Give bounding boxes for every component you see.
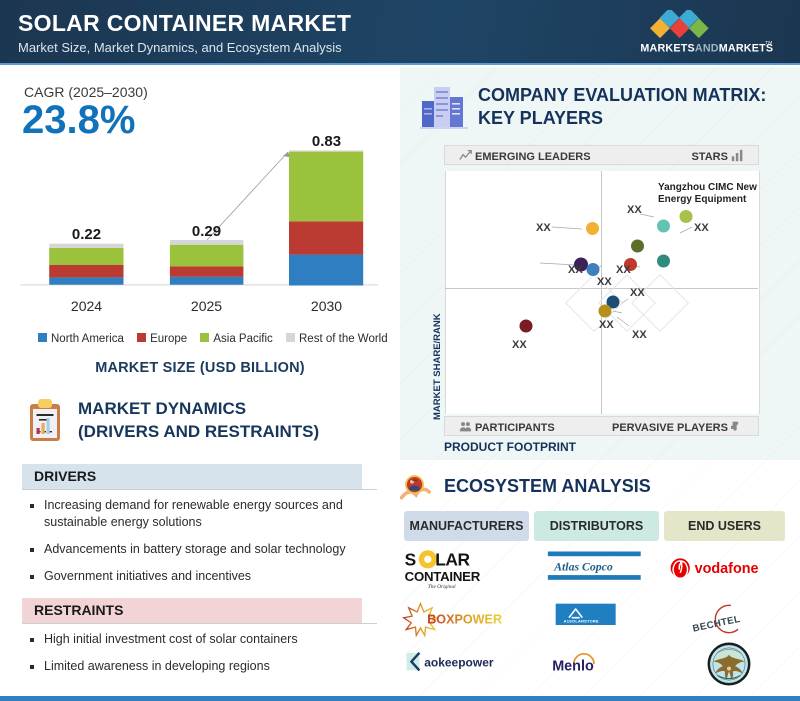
svg-text:A1SOLARSTORE: A1SOLARSTORE	[564, 619, 599, 624]
svg-text:Menlo: Menlo	[552, 658, 594, 674]
svg-text:XX: XX	[536, 222, 551, 234]
svg-text:CONTAINER: CONTAINER	[405, 569, 481, 584]
svg-text:XX: XX	[627, 204, 642, 216]
svg-text:aokeepower: aokeepower	[424, 655, 494, 669]
svg-text:The Original: The Original	[428, 584, 456, 589]
svg-text:Yangzhou CIMC New: Yangzhou CIMC New	[658, 182, 757, 193]
svg-text:XX: XX	[568, 264, 583, 276]
svg-text:LAR: LAR	[435, 550, 470, 570]
svg-text:XX: XX	[632, 329, 647, 341]
svg-text:Energy Equipment: Energy Equipment	[658, 194, 747, 205]
svg-text:BOXPOWER: BOXPOWER	[427, 612, 502, 626]
svg-text:MARKETSANDMARKETS: MARKETSANDMARKETS	[640, 42, 773, 54]
svg-text:XX: XX	[597, 276, 612, 288]
svg-text:XX: XX	[616, 264, 631, 276]
svg-text:XX: XX	[694, 222, 709, 234]
svg-text:XX: XX	[630, 287, 645, 299]
svg-text:S: S	[405, 550, 416, 570]
svg-text:Atlas Copco: Atlas Copco	[553, 559, 613, 573]
svg-text:TM: TM	[765, 40, 772, 46]
svg-text:vodafone: vodafone	[695, 561, 759, 577]
svg-text:XX: XX	[599, 319, 614, 331]
svg-text:XX: XX	[512, 339, 527, 351]
